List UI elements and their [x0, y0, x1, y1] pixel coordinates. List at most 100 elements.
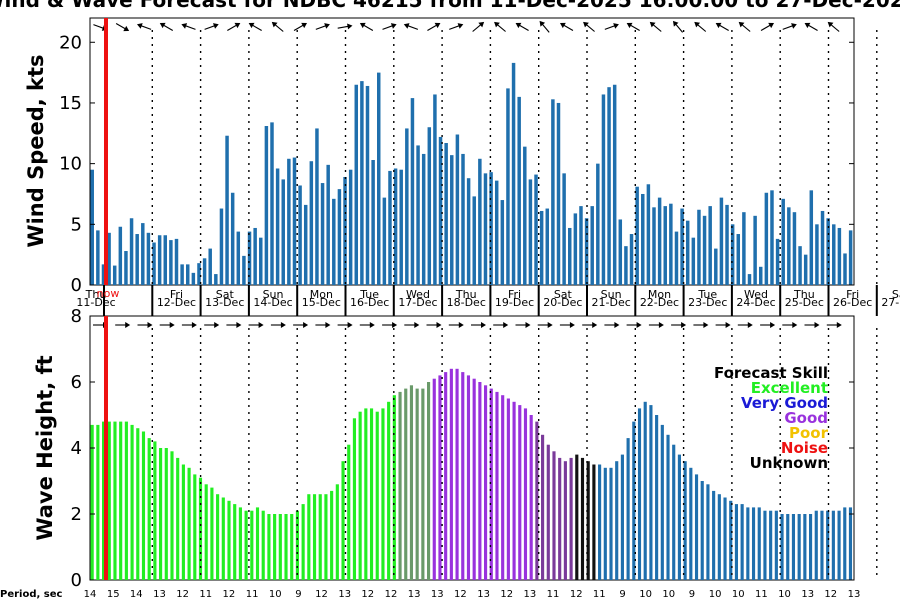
wave-bar — [757, 507, 761, 580]
wind-arrow — [315, 23, 330, 30]
wave-arrow-head — [458, 322, 464, 328]
wind-arrow-head — [559, 22, 566, 29]
legend-item: Good — [784, 409, 828, 427]
date-label: 19-Dec — [495, 296, 534, 309]
wave-arrow — [648, 322, 664, 328]
wind-bar — [214, 274, 218, 285]
wind-bar — [365, 85, 370, 286]
wave-bar — [330, 490, 334, 580]
wind-bar — [163, 235, 168, 285]
wave-bar — [255, 507, 260, 580]
wave-arrow-head — [258, 322, 264, 328]
wave-bar — [324, 494, 328, 580]
wind-bar — [281, 179, 285, 285]
date-label: 20-Dec — [543, 296, 582, 309]
wave-arrow — [715, 322, 731, 328]
wind-bar — [685, 220, 690, 285]
day-of-week-label: Tue — [359, 288, 379, 301]
wave-bar — [501, 395, 505, 580]
wave-y-ticks: 0 2 4 6 8 — [71, 306, 854, 591]
wave-bar — [529, 415, 533, 580]
wave-bar — [803, 514, 807, 580]
day-of-week-label: Thu — [85, 288, 107, 301]
wave-arrow-head — [658, 322, 664, 328]
wave-arrow-head — [147, 322, 153, 328]
period-label: 11 — [755, 589, 768, 600]
wind-bar — [219, 208, 224, 285]
wind-bar — [174, 238, 179, 285]
wind-bar — [388, 170, 392, 285]
wave-bar — [444, 372, 448, 580]
wind-bar — [511, 62, 516, 286]
wind-arrow — [494, 21, 506, 32]
wind-bar — [579, 206, 583, 285]
period-label: 13 — [801, 589, 814, 600]
wind-bar — [371, 160, 375, 285]
wind-bar — [596, 163, 600, 285]
wind-bar — [230, 192, 235, 285]
wind-bar — [635, 186, 639, 285]
wind-bar — [624, 246, 628, 285]
wave-bar — [837, 510, 841, 580]
wave-bar — [170, 451, 174, 580]
wave-bar — [96, 424, 100, 580]
wave-arrow — [248, 322, 264, 328]
wind-bar — [539, 210, 544, 285]
wind-bar — [438, 136, 443, 285]
wave-bar — [558, 457, 562, 580]
wave-bar — [233, 504, 237, 580]
period-label: 9 — [619, 589, 625, 600]
wave-bar — [791, 514, 796, 580]
wind-bar — [534, 174, 538, 285]
day-of-week-label: Sun — [263, 288, 284, 301]
day-of-week-label: Wed — [744, 288, 768, 301]
wave-bar — [261, 510, 265, 580]
wave-bar — [375, 411, 379, 580]
wind-bar — [141, 223, 145, 285]
wave-bar — [489, 388, 493, 580]
wave-arrow — [559, 322, 575, 328]
wind-bar — [242, 255, 246, 285]
wave-bar — [449, 368, 453, 580]
day-of-week-label: Mon — [310, 288, 333, 301]
wind-bar — [472, 196, 476, 285]
wave-bar — [643, 401, 647, 580]
wind-arrow-head — [212, 23, 219, 29]
wind-bar — [225, 135, 229, 285]
wind-arrow — [672, 20, 684, 33]
wave-arrow-head — [614, 322, 620, 328]
legend-item: Noise — [781, 439, 828, 457]
wave-bar — [124, 421, 128, 580]
wind-arrow-head — [123, 25, 130, 32]
wind-bar — [343, 176, 347, 285]
legend-item: Unknown — [750, 454, 828, 472]
wind-bar — [410, 98, 415, 285]
wind-arrow — [515, 22, 529, 31]
wind-arrow — [359, 22, 374, 31]
wave-bar — [181, 464, 185, 580]
wave-bar — [238, 507, 242, 580]
period-label: 13 — [408, 589, 421, 600]
legend-item: Poor — [789, 424, 829, 442]
wind-arrow — [782, 23, 797, 30]
date-label: 27-Dec — [881, 296, 900, 309]
wave-arrow-head — [836, 322, 842, 328]
wave-arrow — [204, 322, 220, 328]
wave-arrow-head — [125, 322, 131, 328]
wind-bar — [612, 84, 617, 285]
wave-bar — [141, 431, 146, 580]
wind-bar — [287, 158, 291, 285]
wind-bar — [275, 168, 280, 285]
wind-arrow-head — [478, 21, 485, 28]
wind-bar — [124, 251, 128, 285]
wave-bar — [786, 514, 790, 580]
wind-arrow — [604, 23, 619, 30]
wave-bar — [717, 494, 721, 580]
wave-arrow-head — [681, 322, 687, 328]
wave-bar — [569, 457, 573, 580]
wind-bar — [129, 218, 134, 285]
wind-arrow-head — [672, 20, 679, 27]
wave-bar — [136, 428, 140, 580]
wind-bar — [781, 198, 785, 285]
